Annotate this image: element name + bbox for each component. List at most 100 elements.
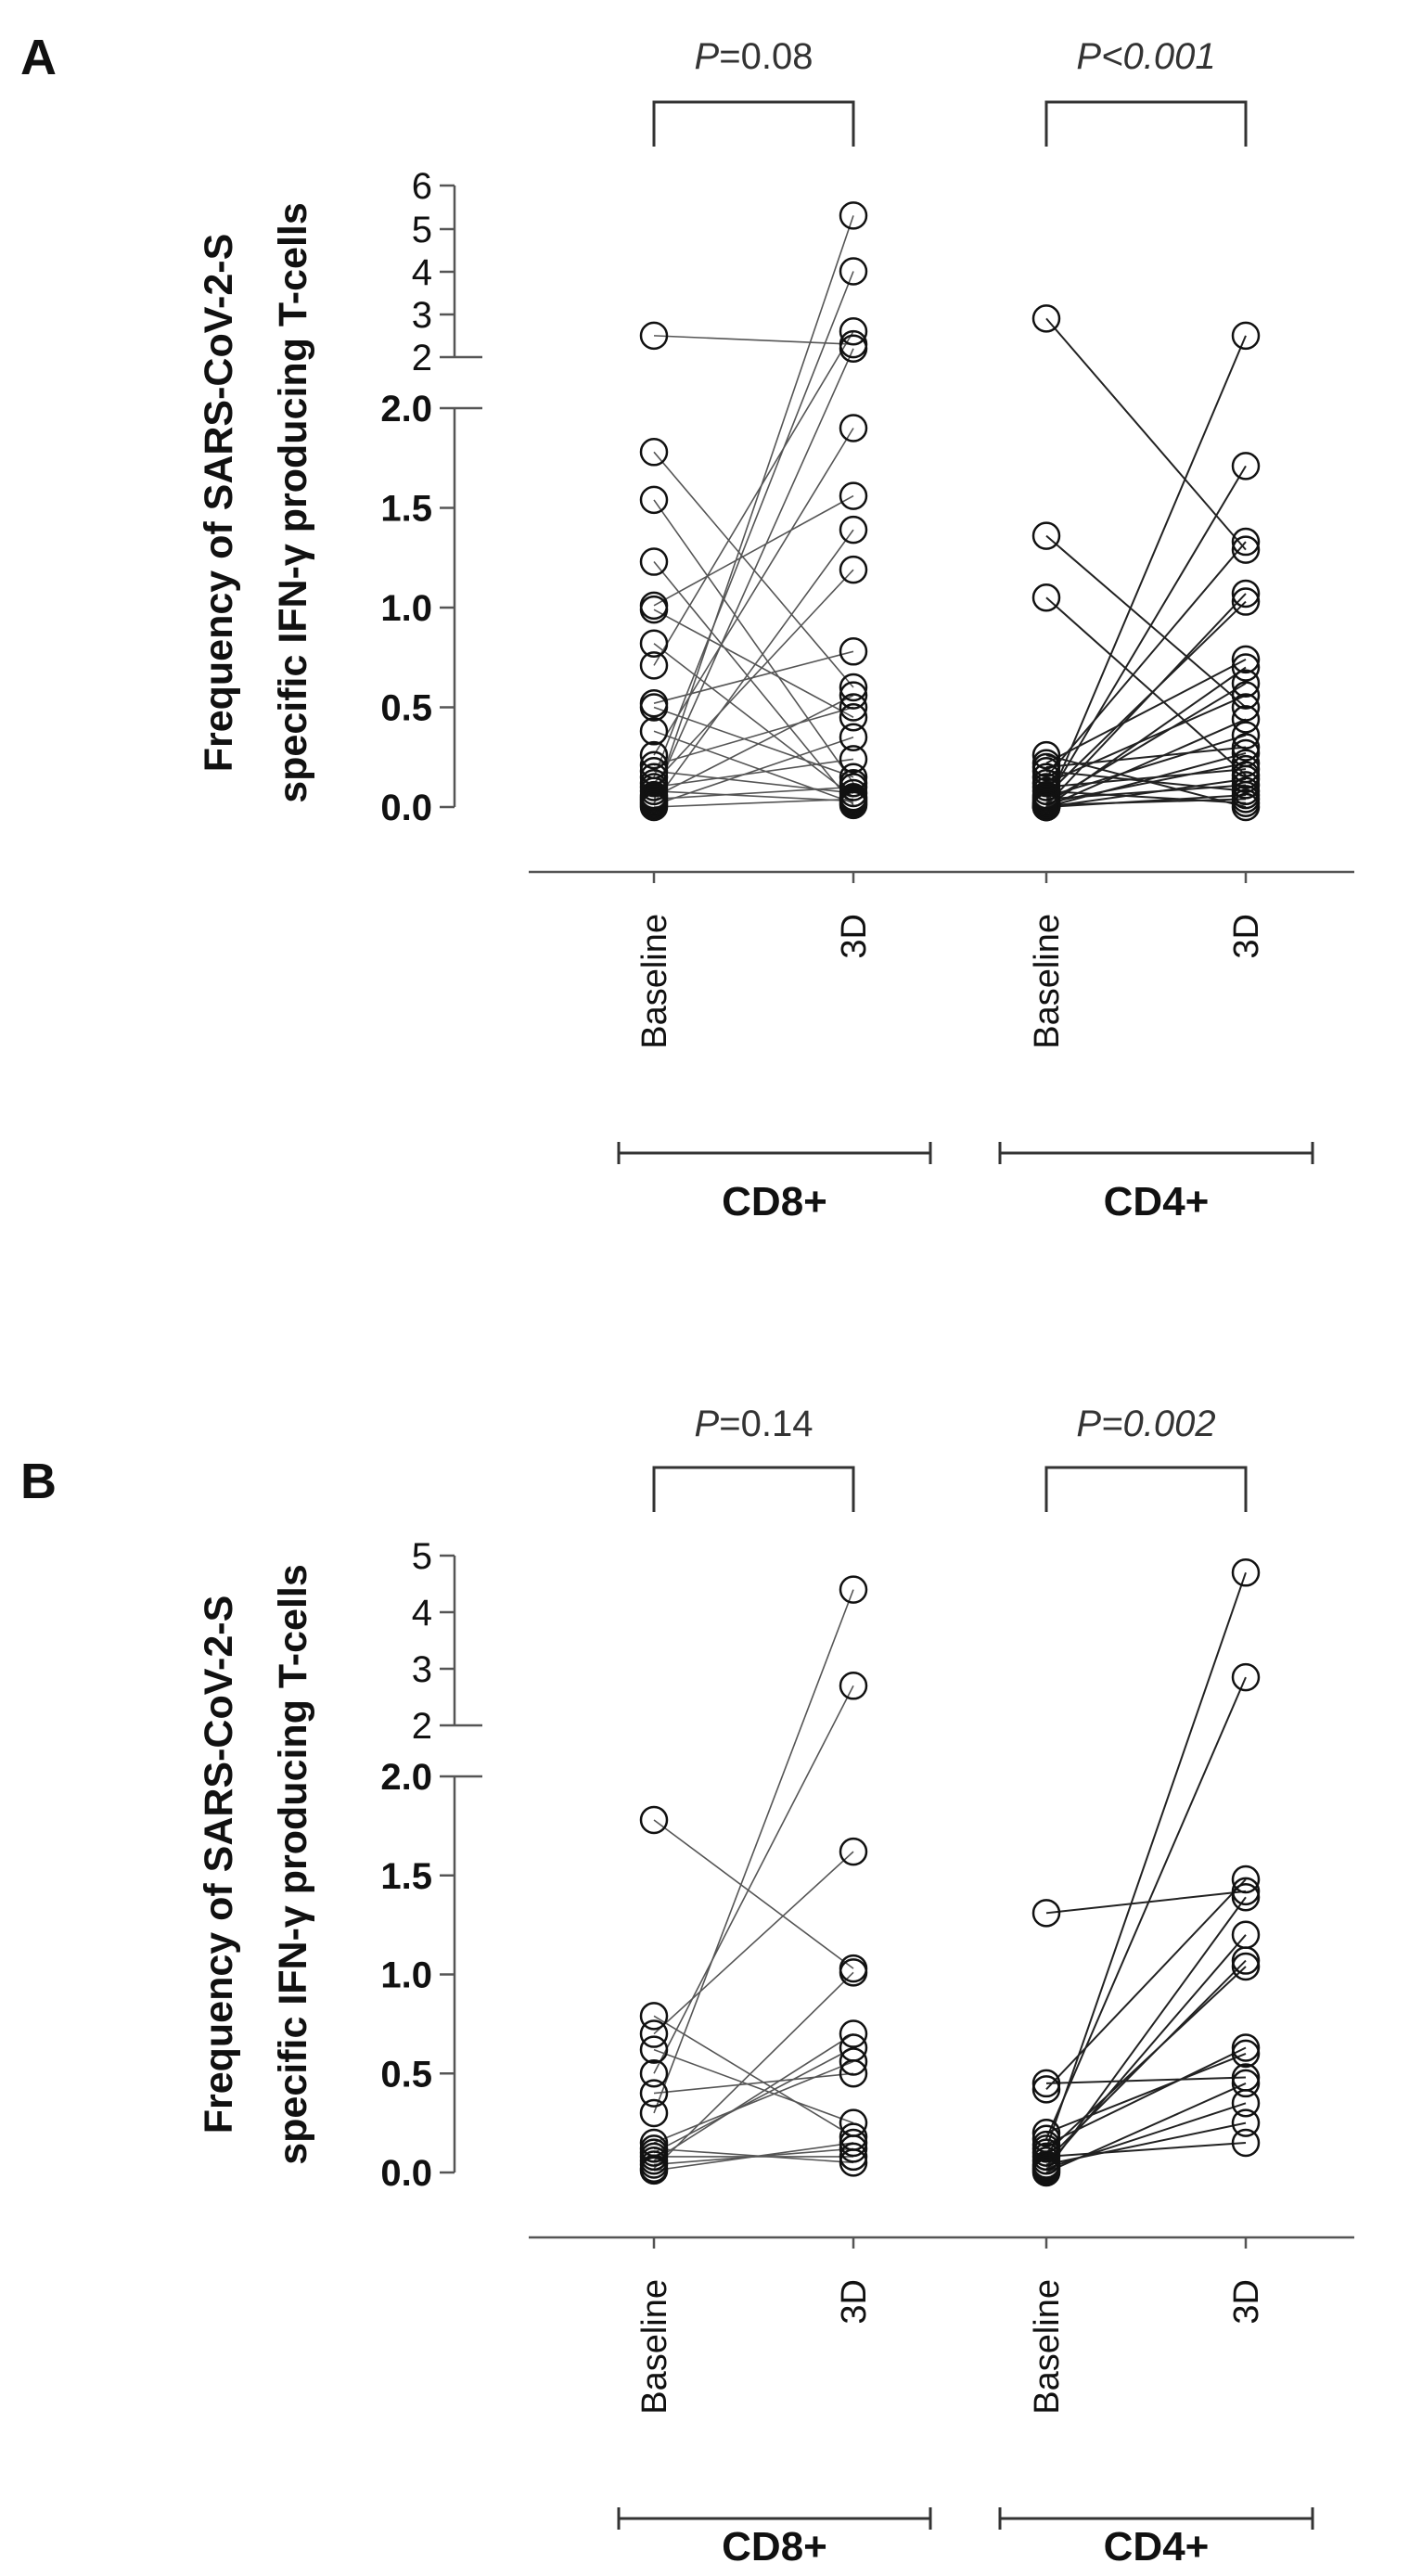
group-cd4-plus: P<0.001 CD4+ bbox=[998, 36, 1314, 1224]
data-point bbox=[839, 2047, 868, 2076]
pair-line bbox=[653, 798, 854, 808]
data-point bbox=[639, 438, 669, 467]
pair-line bbox=[653, 1819, 854, 1969]
data-point bbox=[839, 637, 868, 666]
pair-line bbox=[653, 499, 854, 784]
p-value-label: P<0.001 bbox=[1076, 36, 1215, 77]
pair-line bbox=[653, 1971, 854, 2170]
p-value-prefix: P bbox=[695, 36, 720, 77]
y-axis-label-line-2: specific IFN-γ producing T-cells bbox=[271, 202, 315, 803]
data-point bbox=[839, 1837, 868, 1866]
pair-line bbox=[1045, 534, 1247, 709]
data-point bbox=[639, 2035, 669, 2064]
pair-line bbox=[1045, 2052, 1247, 2134]
pair-line bbox=[653, 451, 854, 688]
panel-letter: A bbox=[20, 30, 57, 85]
data-point bbox=[1031, 1899, 1061, 1928]
y-tick-label-upper: 4 bbox=[412, 252, 432, 293]
data-point bbox=[839, 2148, 868, 2177]
pair-line bbox=[1045, 1890, 1247, 1915]
data-point bbox=[639, 485, 669, 515]
data-point bbox=[639, 740, 669, 770]
y-tick-label-upper: 6 bbox=[412, 166, 432, 207]
data-point bbox=[1031, 740, 1061, 770]
y-tick-label-lower: 1.5 bbox=[380, 1856, 432, 1897]
pair-line bbox=[1045, 2141, 1247, 2158]
y-tick-label-lower: 0.0 bbox=[380, 2153, 432, 2194]
y-tick-label-lower: 1.5 bbox=[380, 489, 432, 530]
data-point bbox=[1031, 2119, 1061, 2147]
y-axis-label-line-2: specific IFN-γ producing T-cells bbox=[271, 1564, 315, 2165]
data-point bbox=[1231, 1865, 1261, 1894]
y-tick-label-upper: 3 bbox=[412, 1649, 432, 1690]
pair-line bbox=[1045, 541, 1247, 778]
data-point bbox=[1231, 792, 1261, 822]
data-point bbox=[1231, 681, 1261, 710]
y-tick-label-upper: 5 bbox=[412, 1536, 432, 1577]
y-tick-label-upper: 4 bbox=[412, 1593, 432, 1634]
data-point bbox=[1031, 583, 1061, 612]
panel-letter: B bbox=[20, 1454, 57, 1509]
y-tick-label-upper: 2 bbox=[412, 338, 432, 378]
p-value-text: =0.002 bbox=[1101, 1403, 1215, 1444]
y-tick-label-lower: 2.0 bbox=[380, 389, 432, 429]
pair-line bbox=[653, 609, 854, 718]
p-value-text: <0.001 bbox=[1101, 36, 1215, 77]
p-value-label: P=0.002 bbox=[1076, 1403, 1215, 1444]
pair-line bbox=[653, 2060, 854, 2144]
data-point bbox=[1231, 587, 1261, 616]
significance-bracket bbox=[1044, 100, 1248, 147]
pair-line bbox=[1045, 2083, 1247, 2173]
data-point bbox=[639, 717, 669, 746]
y-tick-label-upper: 3 bbox=[412, 295, 432, 336]
data-point bbox=[1231, 2089, 1261, 2118]
p-value-prefix: P bbox=[695, 1403, 720, 1444]
pair-line bbox=[653, 2015, 854, 2138]
data-point bbox=[1231, 1662, 1261, 1692]
pair-line bbox=[1045, 734, 1247, 799]
significance-bracket bbox=[652, 1466, 855, 1512]
data-point bbox=[1031, 521, 1061, 550]
data-point bbox=[1031, 2158, 1061, 2187]
data-point bbox=[839, 481, 868, 510]
group-label: CD4+ bbox=[1104, 1179, 1210, 1224]
group-label: CD8+ bbox=[722, 2524, 827, 2570]
data-point bbox=[1231, 1946, 1261, 1975]
pair-line bbox=[653, 2142, 854, 2172]
data-point bbox=[639, 1805, 669, 1835]
data-point bbox=[839, 723, 868, 751]
pair-line bbox=[653, 2032, 854, 2161]
data-point bbox=[1231, 2069, 1261, 2098]
data-point bbox=[839, 1672, 868, 1700]
y-tick-label-lower: 2.0 bbox=[380, 1757, 432, 1798]
y-tick-label-lower: 1.0 bbox=[380, 1955, 432, 1996]
group-label: CD8+ bbox=[722, 1179, 827, 1224]
p-value-prefix: P bbox=[1076, 1403, 1101, 1444]
data-point bbox=[639, 629, 669, 658]
pair-line bbox=[653, 428, 854, 756]
pair-line bbox=[653, 1851, 854, 2035]
pair-line bbox=[1045, 1896, 1247, 2172]
y-tick-label-upper: 2 bbox=[412, 1706, 432, 1747]
pair-line bbox=[1045, 317, 1247, 551]
data-point bbox=[1231, 2039, 1261, 2069]
data-point bbox=[639, 2019, 669, 2048]
data-point bbox=[839, 201, 868, 230]
group-cd8-plus: P=0.14 CD8+ bbox=[617, 1403, 932, 2570]
chart-panel-a: A Frequency of SARS-CoV-2-S specific IFN-γ… bbox=[20, 30, 1354, 1224]
pair-line bbox=[1045, 465, 1247, 802]
data-point bbox=[839, 1575, 868, 1604]
data-point bbox=[639, 321, 669, 351]
pair-line bbox=[653, 348, 854, 796]
x-tick-label: Baseline bbox=[635, 914, 674, 1049]
data-point bbox=[1231, 764, 1261, 794]
data-point bbox=[1231, 733, 1261, 762]
pair-line bbox=[1045, 1878, 1247, 2091]
pair-line bbox=[1045, 1676, 1247, 2140]
data-point bbox=[1031, 2075, 1061, 2104]
data-point bbox=[839, 515, 868, 545]
data-point bbox=[639, 2098, 669, 2128]
pair-line bbox=[653, 2046, 854, 2154]
data-point bbox=[839, 745, 868, 774]
